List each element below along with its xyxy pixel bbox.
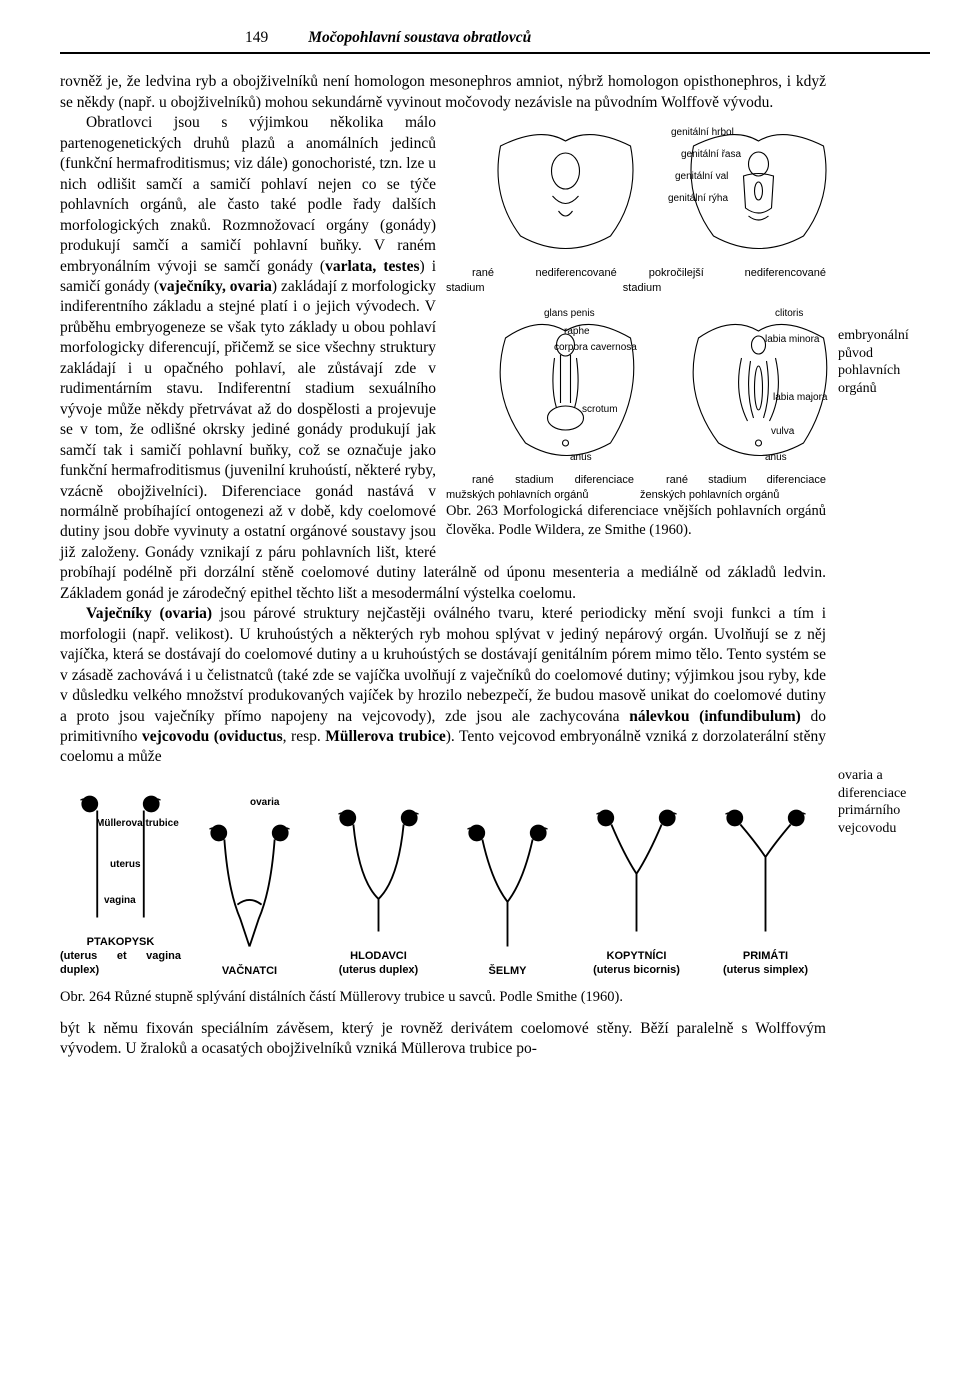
fig264-type-name: KOPYTNÍCI xyxy=(607,950,667,963)
fig264-type-sub: (uterus et vagina duplex) xyxy=(60,949,181,978)
page-number: 149 xyxy=(245,28,268,48)
fig264-type-sub: (uterus duplex) xyxy=(339,963,418,978)
p2-bold-varlata: varlata, testes xyxy=(325,258,419,275)
p3-bold-ovaria: Vaječníky (ovaria) xyxy=(86,605,212,622)
fig263-early-undiff-drawing xyxy=(472,116,659,266)
fig264-type-name: HLODAVCI xyxy=(350,950,407,963)
legend-ovaria: ovaria xyxy=(250,796,279,809)
label-anus-left: anus xyxy=(544,451,592,464)
fig264-type-sub: (uterus bicornis) xyxy=(593,963,680,978)
label-clitoris: clitoris xyxy=(749,307,803,320)
p3-bold-oviductus: vejcovodu (oviductus xyxy=(142,728,283,745)
fig264-cell: VAČNATCI xyxy=(189,811,310,978)
legend-vagina: vagina xyxy=(104,894,136,907)
fig264-type-name: VAČNATCI xyxy=(222,965,277,978)
label-genital-ryha: genitální rýha xyxy=(642,192,728,205)
fig264-type-name: PTAKOPYSK xyxy=(87,936,155,949)
fig264-cell: PRIMÁTI (uterus simplex) xyxy=(705,796,826,977)
fig264-cell: PTAKOPYSK (uterus et vagina duplex) xyxy=(60,782,181,978)
label-raphe: raphe xyxy=(538,325,590,338)
label-labia-minora: labia minora xyxy=(739,333,819,346)
fig263-top-left-caption: rané nediferencované stadium xyxy=(446,266,617,295)
label-genital-val: genitální val xyxy=(649,170,728,183)
fig264-type-sub: (uterus simplex) xyxy=(723,963,808,978)
fig264-cell: ŠELMY xyxy=(447,811,568,978)
paragraph-4: být k němu fixován speciálním závěsem, k… xyxy=(60,1019,826,1060)
p3-bold-infundibulum: nálevkou (infundibulum) xyxy=(629,708,801,725)
margin-note-2: ovaria a diferenciace primárního vejcovo… xyxy=(838,767,930,837)
legend-mullerova: Müllerova trubice xyxy=(96,817,179,830)
legend-uterus: uterus xyxy=(110,858,141,871)
label-anus-right: anus xyxy=(739,451,787,464)
fig264-type-name: PRIMÁTI xyxy=(743,950,788,963)
figure-264: PTAKOPYSK (uterus et vagina duplex) VAČN… xyxy=(60,782,826,1007)
paragraph-3: Vaječníky (ovaria) jsou párové struktury… xyxy=(60,604,826,768)
p2-part-a: Obratlovci jsou s výjimkou několika málo… xyxy=(60,114,436,274)
page-header: 149 Močopohlavní soustava obratlovců xyxy=(60,28,930,48)
fig263-bottom-right-caption: rané stadium diferenciace ženských pohla… xyxy=(640,473,826,502)
label-genital-hrbol: genitální hrbol xyxy=(645,126,734,139)
paragraph-2: genitální hrbol genitální řasa genitální… xyxy=(60,113,826,604)
body-text-column: rovněž je, že ledvina ryb a obojživelník… xyxy=(60,72,826,1059)
header-rule xyxy=(60,52,930,54)
label-labia-majora: labia majora xyxy=(747,391,827,404)
fig264-caption: Obr. 264 Různé stupně splývání distálníc… xyxy=(60,988,826,1007)
label-genital-rasa: genitální řasa xyxy=(655,148,741,161)
fig264-cell: KOPYTNÍCI (uterus bicornis) xyxy=(576,796,697,977)
fig264-cell: HLODAVCI (uterus duplex) xyxy=(318,796,439,977)
fig264-type-name: ŠELMY xyxy=(489,965,527,978)
label-corpora: corpora cavernosa xyxy=(528,341,637,354)
p3-part-f: , resp. xyxy=(283,728,326,745)
p3-bold-mullerova: Müllerova trubice xyxy=(325,728,445,745)
figure-263: genitální hrbol genitální řasa genitální… xyxy=(446,116,826,538)
fig263-bottom-left-caption: rané stadium diferenciace mužských pohla… xyxy=(446,473,634,502)
fig263-female-drawing xyxy=(665,303,852,473)
label-glans-penis: glans penis xyxy=(518,307,595,320)
paragraph-1: rovněž je, že ledvina ryb a obojživelník… xyxy=(60,72,826,113)
fig263-caption: Obr. 263 Morfologická diferenciace vnějš… xyxy=(446,503,826,537)
label-vulva: vulva xyxy=(745,425,794,438)
chapter-title: Močopohlavní soustava obratlovců xyxy=(308,28,531,48)
p2-bold-vajecniky: vaječníky, ovaria xyxy=(159,278,272,295)
fig263-top-right-caption: pokročilejší nediferencované stadium xyxy=(623,266,826,295)
fig264-row: PTAKOPYSK (uterus et vagina duplex) VAČN… xyxy=(60,782,826,978)
label-scrotum: scrotum xyxy=(556,403,618,416)
